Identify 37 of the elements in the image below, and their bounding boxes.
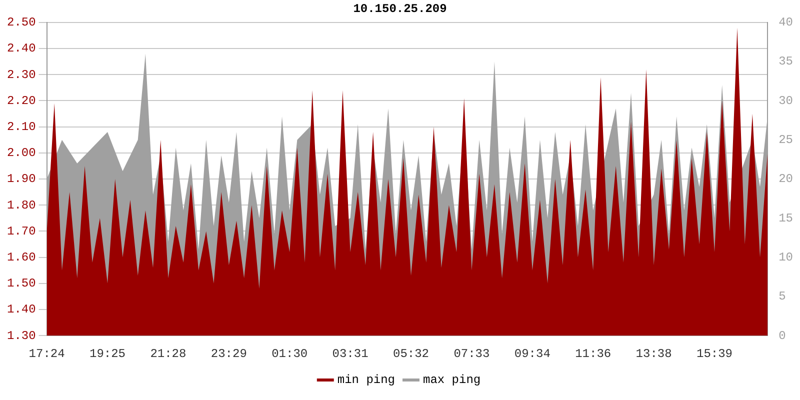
y-tick-label: 2.50 [6,16,36,30]
chart-title: 10.150.25.209 [353,2,447,16]
x-tick-label: 13:38 [636,346,672,361]
y2-tick-label: 25 [778,133,794,148]
y-tick-label: 1.30 [6,328,36,343]
y2-tick-label: 30 [778,94,794,108]
x-tick-label: 15:39 [696,346,732,361]
y-tick-label: 2.10 [6,120,36,134]
y2-tick-label: 35 [778,54,794,69]
y-tick-label: 2.00 [6,146,36,160]
y-tick-label: 1.80 [6,198,36,212]
x-tick-label: 03:31 [332,346,368,361]
y-tick-label: 1.70 [6,224,36,238]
y-tick-label: 2.30 [6,68,36,82]
x-tick-label: 19:25 [89,346,126,361]
x-tick-label: 07:33 [454,346,490,361]
x-tick-label: 05:32 [392,346,430,361]
x-tick-label: 17:24 [28,346,65,361]
legend-label: min ping [337,373,395,388]
y-tick-label: 1.90 [6,172,36,186]
y2-tick-label: 40 [778,16,794,30]
y-tick-label: 2.20 [6,94,36,108]
y-tick-label: 1.60 [6,250,36,264]
x-tick-label: 21:28 [150,346,186,361]
legend-label: max ping [423,373,481,388]
y2-tick-label: 0 [778,328,786,343]
y2-tick-label: 20 [778,172,794,186]
x-tick-label: 01:30 [272,346,308,361]
x-tick-label: 23:29 [210,346,247,361]
y-tick-label: 1.50 [6,276,36,291]
x-tick-label: 09:34 [514,346,550,361]
y-tick-label: 2.40 [6,42,36,56]
y-tick-label: 1.40 [6,302,36,317]
y2-tick-label: 10 [778,250,794,264]
x-tick-label: 11:36 [575,346,612,361]
y2-tick-label: 15 [778,211,794,226]
y2-tick-label: 5 [778,290,786,304]
